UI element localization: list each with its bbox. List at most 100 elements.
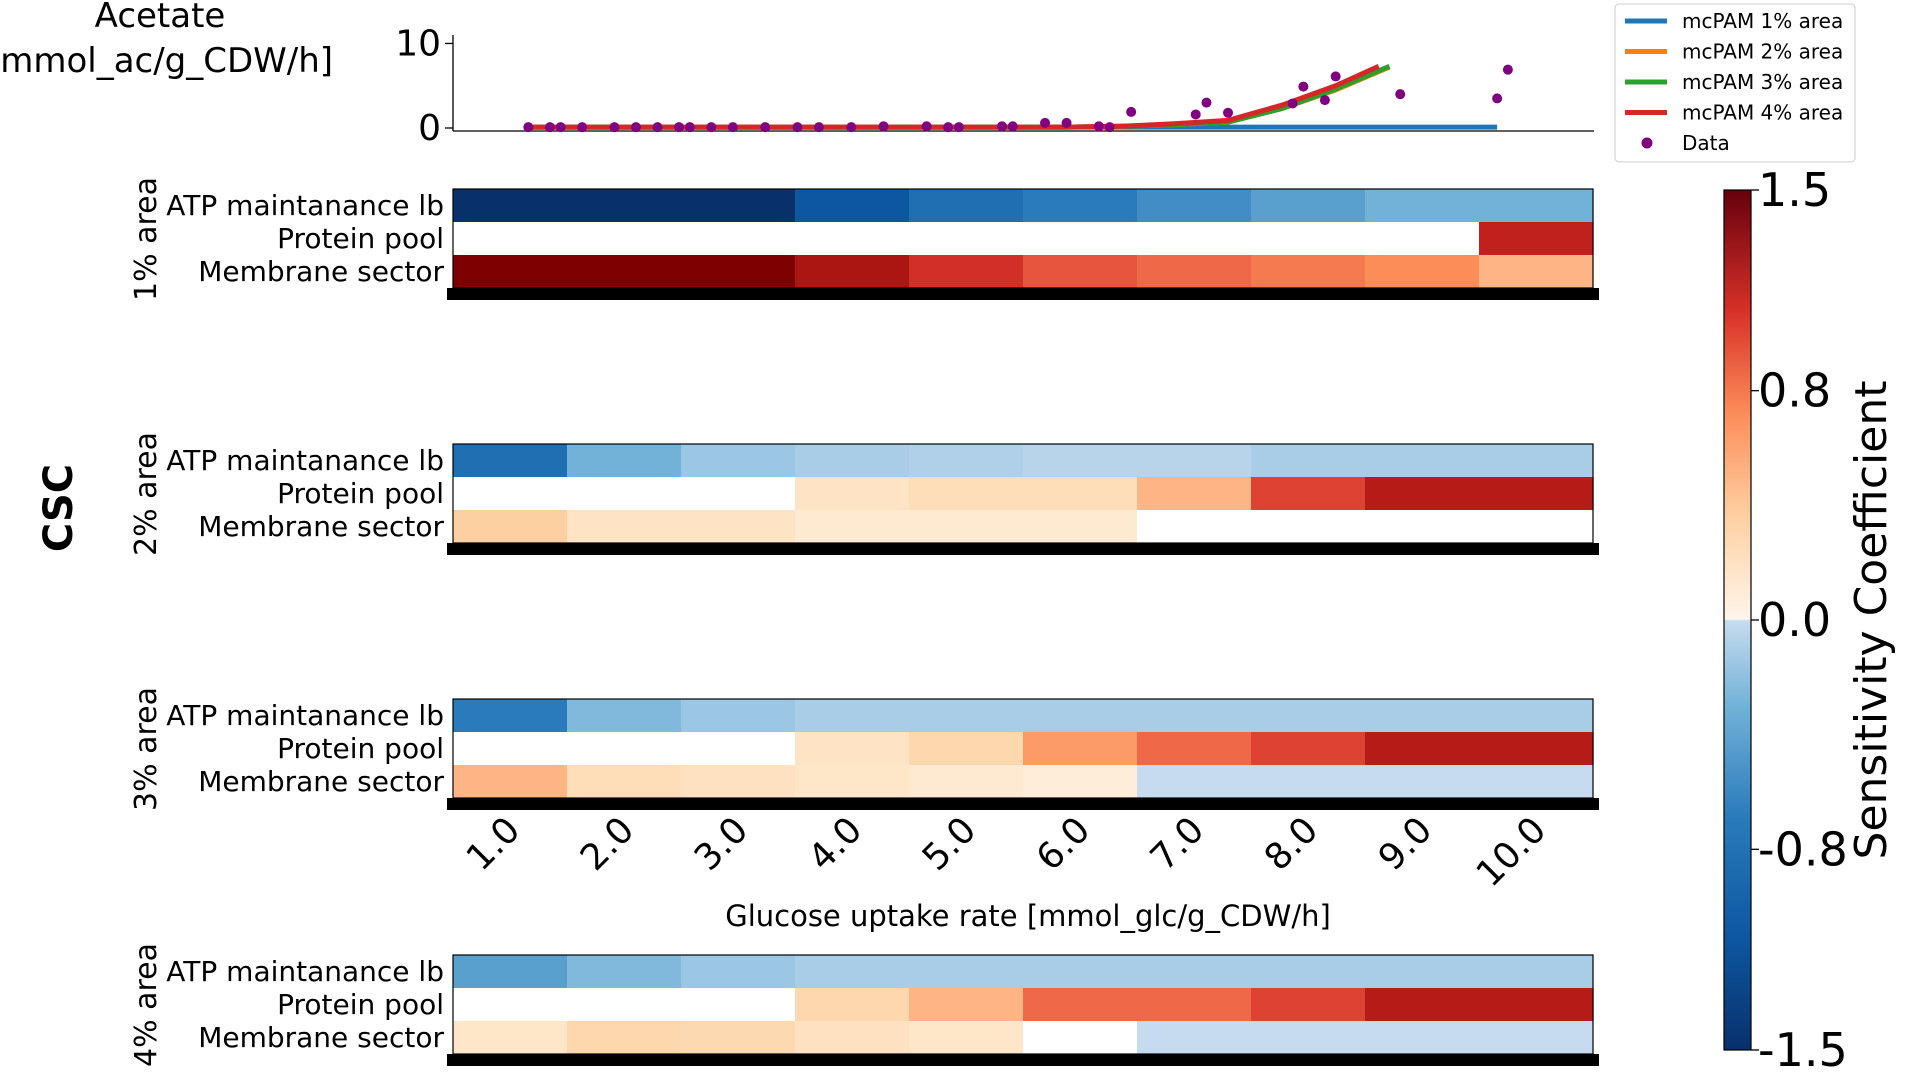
heatmap-cell [567,765,682,799]
heatmap-cell [1365,510,1480,544]
data-point [1287,98,1298,109]
data-point [630,122,641,133]
x-tick-label: 3.0 [687,809,756,878]
data-point [1223,107,1234,118]
data-point [996,121,1007,132]
heatmap-bottom-bar [447,1054,1599,1066]
heatmap-cell [795,189,910,223]
legend-label: mcPAM 1% area [1682,9,1843,33]
heatmap-cell [567,477,682,511]
heatmap-cell [1251,1021,1366,1055]
heatmap-row-label: Membrane sector [198,765,444,798]
heatmap-row-label: Membrane sector [198,1021,444,1054]
heatmap-row-label: Protein pool [277,477,444,510]
data-point [792,122,803,133]
acetate-ylabel-line2: [mmol_ac/g_CDW/h] [0,41,333,81]
heatmap-cell [1137,699,1252,733]
heatmap-cell [567,189,682,223]
data-point [684,122,695,133]
data-point [813,122,824,133]
heatmap-row-label: ATP maintanance lb [166,699,444,732]
heatmap-cell [567,255,682,289]
x-tick-label: 10.0 [1469,809,1555,895]
heatmap-cell [1479,699,1594,733]
legend-label: Data [1682,131,1730,155]
panel-label: 3% area [129,687,164,811]
heatmap-cell [1365,444,1480,478]
x-tick-label: 6.0 [1029,809,1098,878]
heatmap-cell [909,477,1024,511]
data-point [1395,89,1406,100]
colorbar-tick-label: 0.0 [1758,593,1831,647]
heatmap-cell [909,765,1024,799]
heatmap-cell [1479,477,1594,511]
heatmap-bottom-bar [447,543,1599,555]
heatmap-cell [681,222,796,256]
heatmap-cell [909,699,1024,733]
heatmap-cell [795,222,910,256]
heatmap-cell [1023,444,1138,478]
heatmap-xlabel: Glucose uptake rate [mmol_glc/g_CDW/h] [725,899,1331,933]
heatmap-cell [453,255,568,289]
data-point [652,122,663,133]
data-point [523,122,534,133]
heatmap-cell [1365,222,1480,256]
heatmap-cell [681,189,796,223]
heatmap-cell [681,477,796,511]
heatmap-cell [567,222,682,256]
heatmap-cell [1479,988,1594,1022]
heatmap-cell [1479,955,1594,989]
heatmap-cell [1137,510,1252,544]
data-point [1007,121,1018,132]
heatmap-cell [1137,732,1252,766]
heatmap-row-label: Protein pool [277,988,444,1021]
heatmap-cell [1251,222,1366,256]
heatmap-cell [453,444,568,478]
heatmap-cell [453,732,568,766]
heatmap-cell [909,444,1024,478]
heatmap-cell [1251,699,1366,733]
data-point [1298,81,1309,92]
heatmap-cell [1137,1021,1252,1055]
acetate-line-chart: Acetate [mmol_ac/g_CDW/h] 0 10 [0,0,1594,149]
heatmap-cell [1365,255,1480,289]
heatmap-cell [909,255,1024,289]
heatmap-cell [1251,255,1366,289]
legend-label: mcPAM 3% area [1682,70,1843,94]
heatmap-cell [795,765,910,799]
heatmap-cell [681,955,796,989]
acetate-ytick-label: 0 [418,108,441,149]
heatmap-cell [795,988,910,1022]
heatmap-cell [1137,222,1252,256]
heatmap-cell [795,699,910,733]
heatmap-cell [1479,765,1594,799]
panel-label: 4% area [129,943,164,1067]
data-point [1093,121,1104,132]
colorbar-tick-label: 1.5 [1758,163,1831,217]
series-line-3 [528,63,1391,130]
heatmap-cell [909,732,1024,766]
heatmap-cell [453,222,568,256]
heatmap-cell [1137,477,1252,511]
heatmap-row-label: Membrane sector [198,510,444,543]
heatmap-cell [681,510,796,544]
heatmap-cell [453,765,568,799]
data-point [1104,122,1115,133]
heatmap-cell [567,988,682,1022]
heatmap-cell [795,1021,910,1055]
heatmap-cell [1479,189,1594,223]
data-point [577,122,588,133]
heatmap-cell [1479,510,1594,544]
heatmap-cell [1251,510,1366,544]
heatmap-cell [453,1021,568,1055]
data-point [1201,97,1212,108]
data-point [943,122,954,133]
heatmap-cell [1137,255,1252,289]
heatmap-cell [453,510,568,544]
heatmap-cell [909,988,1024,1022]
colorbar-label: Sensitivity Coefficient [1846,381,1897,860]
